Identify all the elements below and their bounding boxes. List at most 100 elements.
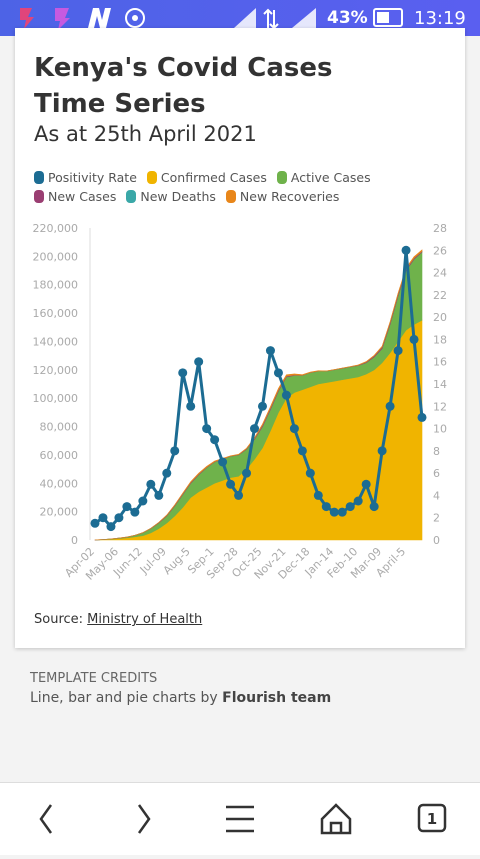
point [130,507,140,517]
point [313,490,323,500]
y2-tick-label: 22 [433,289,447,302]
y2-tick-label: 12 [433,400,447,413]
point [377,446,387,456]
nav-icons: 1 [39,803,447,835]
point [329,507,339,517]
point [409,334,419,344]
y2-tick-label: 24 [433,267,447,280]
y-tick-label: 200,000 [33,250,79,263]
legend-item[interactable]: New Deaths [126,189,216,204]
app-icon [55,8,70,30]
point [98,513,108,523]
app-icon [20,8,34,29]
point [305,468,315,478]
credits-heading: TEMPLATE CREDITS [30,671,158,686]
source: Source: Ministry of Health [34,612,202,627]
y-tick-label: 220,000 [33,222,79,235]
point [297,446,307,456]
legend-item[interactable]: Active Cases [276,170,371,185]
tabs-button[interactable] [417,803,447,833]
source-link[interactable]: Ministry of Health [87,612,203,627]
point [90,518,100,528]
legend-label: New Recoveries [239,189,340,204]
legend-swatch [146,171,157,184]
legend-label: Active Cases [290,170,371,185]
data-icon [263,8,279,30]
legend-label: Confirmed Cases [160,170,267,185]
point [146,479,156,489]
y-tick-label: 120,000 [33,364,79,377]
hotspot-icon [132,15,138,21]
point [265,346,275,356]
point [401,245,411,255]
point [186,401,196,411]
point [385,401,395,411]
y2-tick-label: 20 [433,311,447,324]
y2-tick-label: 16 [433,356,447,369]
point [178,368,188,378]
x-tick-label: Aug-5 [161,545,193,577]
forward-button[interactable] [137,804,151,834]
tab-count: 1 [427,810,437,828]
point [353,496,363,506]
y-tick-label: 0 [71,534,78,547]
y-tick-label: 100,000 [33,392,79,405]
point [210,435,220,445]
point [202,424,212,434]
point [226,479,236,489]
legend-item[interactable]: New Recoveries [225,189,340,204]
chart-subtitle: As at 25th April 2021 [34,122,257,146]
point [273,368,283,378]
point [337,507,347,517]
legend: Positivity Rate Confirmed Cases Active Cas… [34,170,434,204]
y2-tick-label: 2 [433,512,440,525]
nav-bar: 1 [0,782,480,855]
source-label: Source: [34,612,84,627]
home-button[interactable] [320,803,352,835]
battery-level: 43% [327,8,368,28]
battery-icon [377,12,389,23]
point [218,457,228,467]
credits-author[interactable]: Flourish team [222,690,332,706]
status-icons [20,8,403,30]
point [289,424,299,434]
y-tick-label: 60,000 [40,449,79,462]
chart: 0 20,000 40,000 60,000 80,000 100,000 120,000 1… [33,222,448,583]
back-button[interactable] [39,804,53,834]
point [194,357,204,367]
point [170,446,180,456]
legend-item[interactable]: Positivity Rate [34,170,137,185]
signal-icon [234,8,256,28]
y2-tick-label: 26 [433,244,447,257]
legend-item[interactable]: Confirmed Cases [146,170,267,185]
battery-icon [373,8,403,27]
point [162,468,172,478]
signal-icon [292,8,316,28]
hotspot-icon [125,8,145,28]
y-tick-label: 80,000 [40,421,79,434]
point [345,502,355,512]
menu-button[interactable] [226,805,254,833]
y-tick-label: 140,000 [33,335,79,348]
legend-swatch [126,190,137,203]
y2-tick-label: 10 [433,423,447,436]
legend-label: Positivity Rate [48,170,137,185]
app-icon [88,8,111,28]
legend-label: New Deaths [140,189,216,204]
legend-item[interactable]: New Cases [34,189,116,204]
y-tick-label: 20,000 [40,506,79,519]
point [417,412,427,422]
area [94,249,423,541]
y-tick-label: 180,000 [33,279,79,292]
y2-tick-label: 14 [433,378,447,391]
legend-swatch [34,190,44,203]
point [114,513,124,523]
legend-swatch [34,171,44,184]
point [234,490,244,500]
point [281,390,291,400]
y-tick-label: 160,000 [33,307,79,320]
legend-swatch [225,190,236,203]
y2-tick-label: 28 [433,222,447,235]
y2-tick-label: 8 [433,445,440,458]
